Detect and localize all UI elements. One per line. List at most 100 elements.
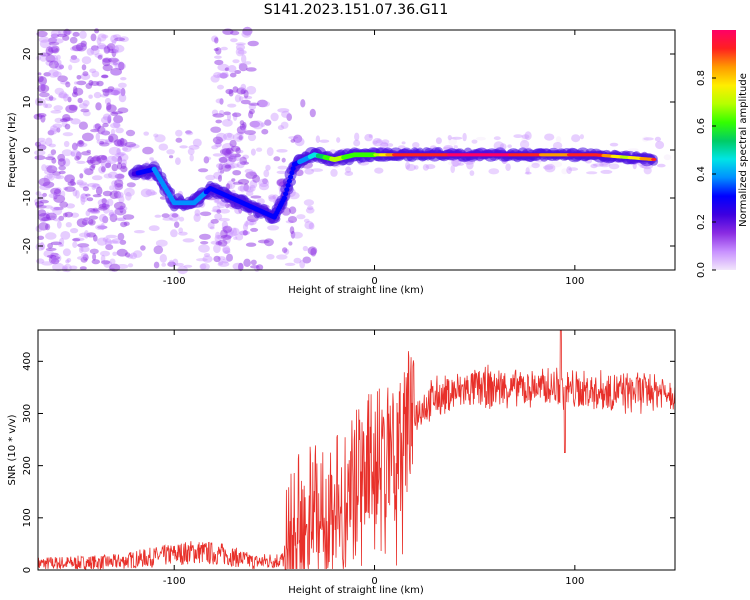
- spectrogram-cell: [198, 244, 210, 253]
- spectrogram-cell: [336, 137, 341, 143]
- spectrogram-cell: [224, 67, 230, 72]
- spectrogram-cell: [235, 43, 246, 51]
- spectrogram-cell: [257, 239, 270, 244]
- spectrogram-cell: [552, 142, 563, 150]
- spectrogram-cell: [82, 71, 89, 77]
- spectrogram-cell: [166, 149, 175, 155]
- spectrogram-cell: [219, 208, 231, 214]
- spectrogram-cell: [451, 136, 463, 140]
- y-tick-label: 100: [22, 508, 33, 527]
- spectrogram-cell: [243, 258, 251, 267]
- spectrogram-cell: [110, 34, 118, 44]
- spectrogram-cell: [240, 99, 251, 105]
- spectrogram-cell: [34, 155, 46, 161]
- spectrogram-cell: [86, 197, 94, 202]
- spectrogram-cell: [219, 110, 225, 115]
- spectrogram-cell: [54, 87, 64, 95]
- spectrogram-cell: [48, 95, 54, 101]
- spectrogram-cell: [592, 163, 604, 167]
- spectrogram-cell: [111, 111, 124, 115]
- spectrogram-cell: [102, 113, 112, 121]
- spectrogram-cell: [226, 180, 236, 190]
- spectrogram-cell: [100, 155, 107, 161]
- spectrogram-cell: [469, 170, 475, 176]
- spectrogram-cell: [38, 36, 50, 43]
- spectrogram-cell: [121, 159, 127, 166]
- spectrogram-cell: [245, 218, 257, 226]
- spectrogram-cell: [212, 153, 223, 157]
- spectrogram-cell: [119, 239, 127, 245]
- spectrogram-cell: [101, 166, 106, 173]
- spectrogram-cell: [525, 167, 530, 175]
- spectrogram-cell: [85, 83, 93, 89]
- spectrogram-cell: [37, 235, 45, 240]
- spectrogram-cell: [56, 127, 61, 133]
- spectrogram-cell: [224, 164, 236, 170]
- spectrogram-cell: [78, 121, 88, 130]
- spectrogram-cell: [296, 214, 306, 220]
- spectrogram-cell: [302, 256, 312, 264]
- spectrogram-cell: [448, 136, 458, 146]
- spectrogram-cell: [51, 255, 57, 264]
- spectrogram-cell: [293, 134, 303, 143]
- spectrogram-cell: [45, 247, 57, 251]
- spectrogram-cell: [113, 115, 124, 124]
- spectrogram-cell: [412, 142, 420, 149]
- spectrogram-cell: [111, 155, 121, 162]
- spectrogram-cell: [215, 138, 222, 148]
- spectrogram-cell: [586, 171, 598, 175]
- spectrogram-cell: [277, 125, 285, 131]
- spectrogram-cell: [57, 59, 62, 66]
- spectrogram-cell: [223, 132, 235, 141]
- spectrogram-cell: [232, 228, 237, 237]
- spectrogram-cell: [154, 134, 166, 143]
- spectrogram-cell: [258, 178, 270, 188]
- spectrogram-cell: [462, 132, 467, 142]
- spectrogram-cell: [58, 243, 64, 247]
- spectrogram-cell: [101, 34, 109, 39]
- spectrogram-cell: [663, 154, 672, 161]
- spectrogram-cell: [83, 218, 92, 223]
- spectrogram-cell: [256, 264, 264, 271]
- spectrogram-cell: [200, 241, 209, 245]
- spectrogram-cell: [80, 40, 87, 47]
- spectrogram-cell: [73, 87, 84, 96]
- spectrogram-cell: [289, 226, 295, 235]
- spectrogram-cell: [51, 253, 62, 263]
- spectrogram-cell: [124, 141, 137, 148]
- spectrogram-cell: [99, 140, 105, 145]
- spectrogram-cell: [263, 169, 270, 178]
- spectrogram-cell: [209, 226, 215, 230]
- spectrogram-cell: [213, 48, 219, 52]
- spectrogram-cell: [83, 217, 91, 221]
- spectrogram-cell: [39, 54, 48, 62]
- spectrogram-cell: [41, 164, 47, 172]
- spectrogram-cell: [80, 256, 88, 263]
- spectrogram-cell: [102, 215, 109, 224]
- spectrogram-cell: [69, 265, 78, 270]
- spectrogram-cell: [380, 142, 389, 147]
- spectrogram-cell: [162, 217, 173, 221]
- spectrogram-cell: [241, 54, 247, 64]
- spectrogram-cell: [226, 183, 233, 190]
- spectrogram-cell: [58, 215, 65, 221]
- spectrogram-cell: [78, 246, 84, 254]
- spectrogram-cell: [98, 206, 108, 211]
- spectrogram-cell: [185, 131, 194, 136]
- ridge-core: [286, 178, 292, 184]
- spectrogram-cell: [105, 244, 114, 251]
- spectrogram-cell: [39, 184, 51, 191]
- x-tick-label: 100: [565, 576, 584, 587]
- spectrogram-cell: [231, 178, 236, 182]
- spectrogram-cell: [41, 82, 46, 89]
- spectrogram-cell: [55, 175, 65, 180]
- spectrogram-cell: [82, 110, 91, 117]
- spectrogram-cell: [85, 210, 91, 217]
- spectrogram-cell: [214, 142, 222, 148]
- spectrogram-cell: [116, 138, 128, 147]
- spectrogram-cell: [91, 70, 100, 78]
- spectrogram-cell: [262, 178, 268, 184]
- spectrogram-cell: [81, 56, 92, 65]
- spectrogram-cell: [47, 47, 59, 53]
- spectrogram-cell: [280, 121, 289, 129]
